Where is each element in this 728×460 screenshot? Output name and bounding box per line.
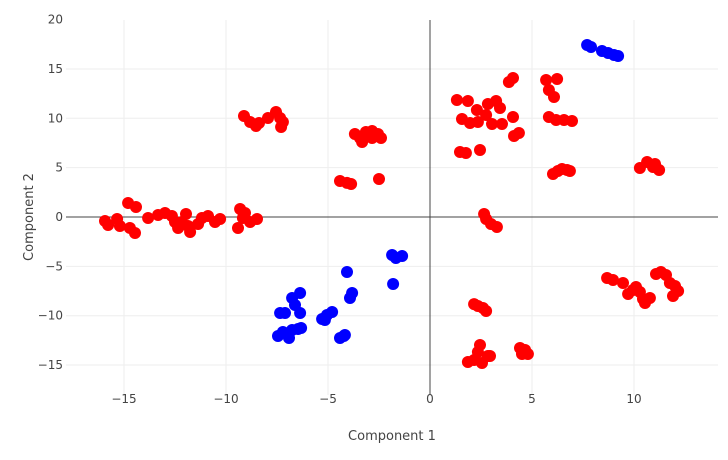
data-point: [366, 132, 379, 144]
data-point: [617, 277, 629, 289]
y-tick-label: −10: [38, 309, 63, 323]
x-tick-label: −15: [111, 392, 136, 406]
y-tick-label: 5: [55, 161, 63, 175]
data-point: [507, 111, 519, 123]
y-axis-ticks: −15 −10 −5 0 5 10 15 20: [38, 13, 63, 372]
y-tick-label: 20: [48, 13, 63, 27]
data-point: [484, 350, 496, 362]
x-tick-label: −10: [213, 392, 238, 406]
data-point: [566, 115, 578, 127]
data-point: [338, 329, 351, 341]
data-point: [667, 290, 679, 302]
data-point: [373, 173, 385, 185]
gridlines: [66, 20, 718, 395]
data-point: [612, 50, 625, 62]
data-point: [490, 221, 503, 233]
data-point: [113, 220, 126, 232]
data-point: [272, 330, 284, 342]
data-point: [184, 226, 197, 238]
data-point: [294, 307, 307, 319]
data-point: [649, 158, 661, 170]
data-point: [551, 73, 564, 85]
data-point: [450, 94, 463, 106]
data-point: [607, 274, 619, 286]
data-point: [294, 287, 307, 299]
data-point: [516, 348, 528, 360]
x-axis-ticks: −15 −10 −5 0 5 10: [111, 392, 641, 406]
data-point: [251, 213, 263, 225]
data-point: [480, 109, 493, 121]
x-tick-label: 5: [528, 392, 536, 406]
data-point: [643, 292, 656, 304]
data-point: [470, 104, 483, 116]
data-point: [563, 165, 576, 177]
data-point: [214, 213, 227, 225]
data-point: [345, 178, 358, 190]
data-point: [494, 102, 506, 114]
data-point: [295, 322, 308, 334]
data-point: [130, 201, 142, 213]
x-tick-label: 10: [626, 392, 641, 406]
y-tick-label: −15: [38, 358, 63, 372]
y-tick-label: −5: [45, 259, 63, 273]
data-point: [476, 357, 488, 369]
x-axis-title: Component 1: [348, 429, 436, 444]
data-point: [344, 292, 356, 304]
data-point: [540, 74, 553, 86]
data-point: [474, 144, 486, 156]
data-point: [507, 72, 519, 84]
data-points: [99, 39, 685, 369]
data-point: [486, 118, 498, 130]
data-point: [396, 250, 409, 262]
data-point: [341, 266, 353, 278]
data-point: [129, 227, 141, 239]
data-point: [274, 307, 287, 319]
data-point: [142, 212, 155, 224]
data-point: [356, 136, 369, 148]
data-point: [326, 306, 339, 318]
data-point: [480, 305, 493, 317]
x-tick-label: −5: [319, 392, 337, 406]
data-point: [375, 132, 387, 144]
data-point: [102, 219, 115, 231]
data-point: [239, 207, 251, 219]
y-axis-title: Component 2: [22, 173, 37, 261]
data-point: [459, 147, 472, 159]
data-point: [283, 332, 295, 344]
x-tick-label: 0: [426, 392, 434, 406]
y-tick-label: 0: [55, 210, 63, 224]
data-point: [253, 117, 265, 129]
data-point: [508, 130, 520, 142]
data-point: [232, 222, 244, 234]
data-point: [180, 208, 192, 220]
data-point: [275, 121, 288, 133]
y-tick-label: 15: [48, 62, 63, 76]
data-point: [318, 314, 331, 326]
data-point: [464, 117, 476, 129]
data-point: [548, 91, 560, 103]
data-point: [461, 95, 474, 107]
y-tick-label: 10: [48, 111, 63, 125]
data-point: [585, 41, 597, 53]
data-point: [496, 118, 508, 130]
data-point: [387, 278, 400, 290]
